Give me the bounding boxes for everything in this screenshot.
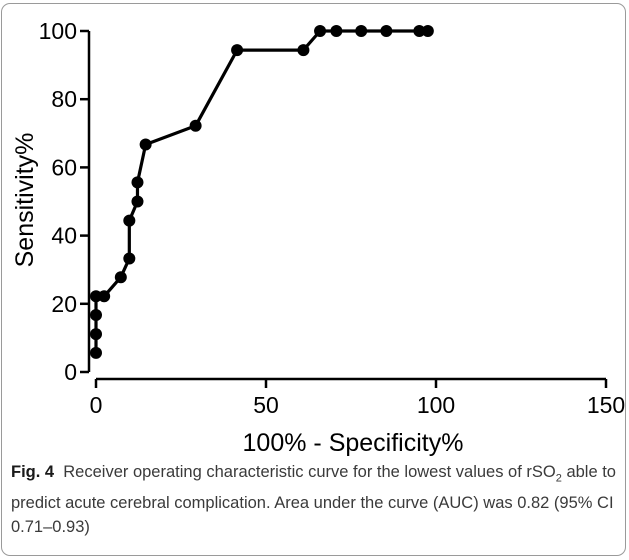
roc-chart: 0 20 40 60 80 100 0 50 100 150 100% - Specificity… [11, 18, 626, 457]
roc-point [90, 328, 102, 341]
figure-frame [1, 3, 626, 556]
roc-series [90, 25, 434, 359]
figure-caption: Fig. 4 Receiver operating characteristic… [11, 460, 616, 540]
roc-point [380, 25, 393, 37]
axes: 0 20 40 60 80 100 0 50 100 150 [39, 18, 626, 418]
x-axis-label: 100% - Specificity% [243, 429, 464, 457]
caption-text-1: Receiver operating characteristic curve … [63, 463, 556, 481]
y-tick-label: 40 [51, 223, 77, 249]
roc-point [314, 25, 327, 37]
y-tick-label: 60 [51, 154, 77, 180]
y-tick-label: 80 [51, 86, 77, 112]
roc-point [297, 44, 310, 57]
roc-point [355, 25, 368, 37]
roc-point [98, 290, 111, 303]
figure-label: Fig. 4 [11, 463, 55, 481]
x-tick-label: 100 [417, 392, 455, 418]
y-tick-label: 100 [39, 18, 77, 44]
y-axis-label: Sensitivity% [11, 133, 39, 268]
roc-point [139, 138, 152, 151]
roc-point [131, 176, 144, 189]
x-tick-label: 0 [90, 392, 103, 418]
caption-text-2: able to predict acute cerebral complicat… [11, 463, 616, 537]
roc-point [231, 44, 244, 57]
roc-point [421, 25, 434, 37]
roc-point [330, 25, 343, 37]
roc-point [90, 346, 102, 359]
x-tick-label: 50 [253, 392, 279, 418]
roc-point [413, 25, 426, 37]
roc-point [189, 119, 202, 132]
y-tick-label: 20 [51, 291, 77, 317]
roc-line [94, 29, 428, 353]
roc-point [123, 252, 136, 265]
roc-point [114, 271, 127, 284]
x-tick-label: 150 [587, 392, 625, 418]
roc-point [131, 195, 144, 208]
y-tick-label: 0 [64, 359, 77, 385]
roc-point [90, 309, 102, 322]
roc-point [123, 214, 136, 227]
caption-subscript: 2 [555, 472, 562, 485]
